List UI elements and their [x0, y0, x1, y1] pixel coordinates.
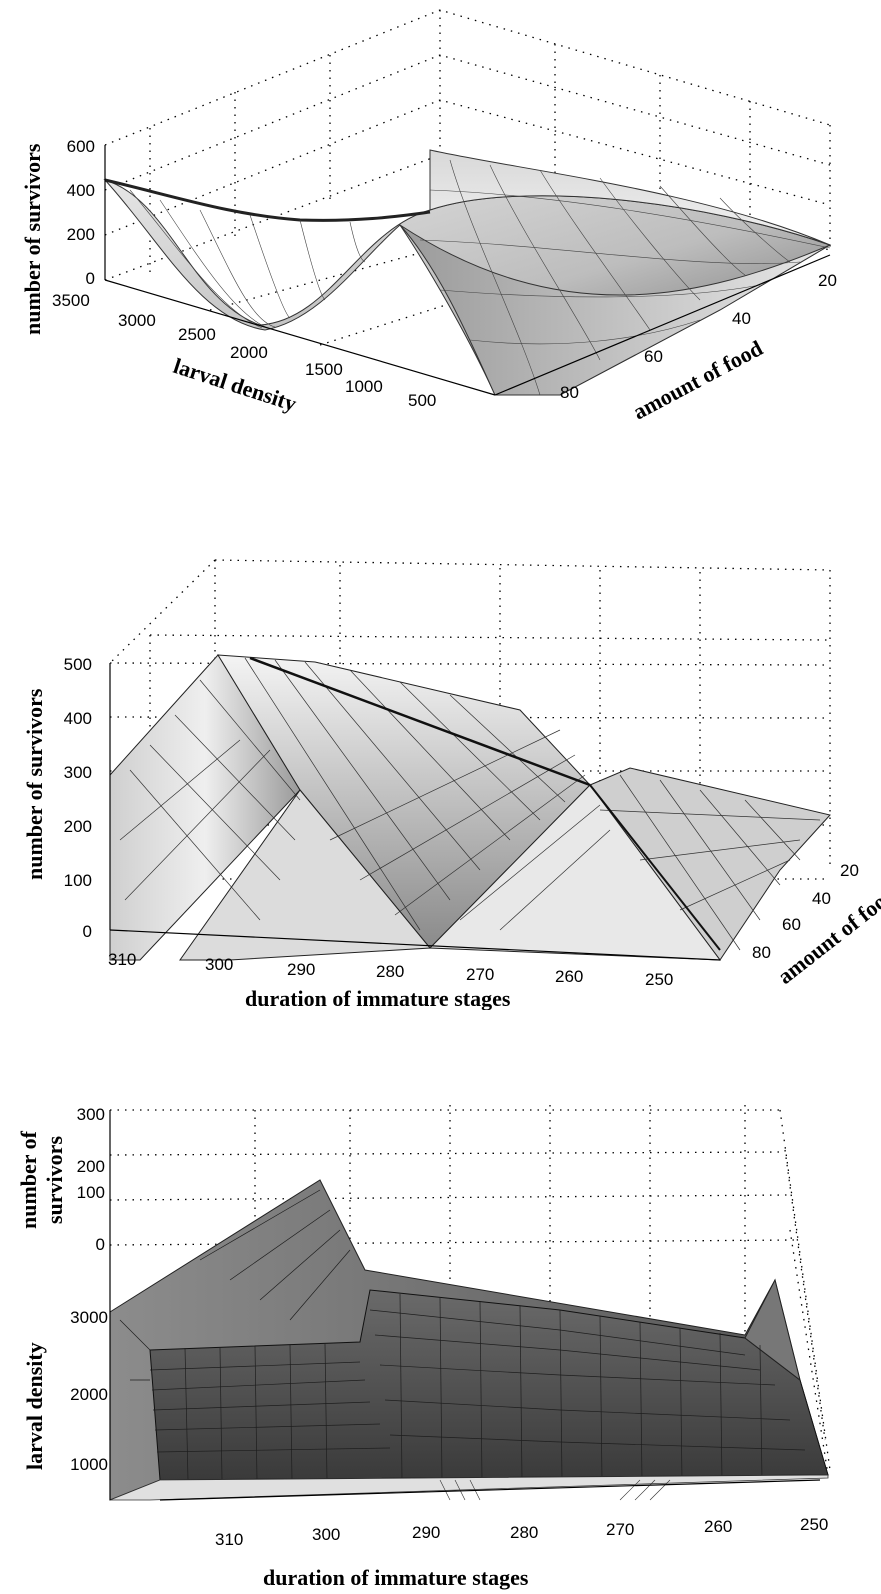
chart-1-axes [104, 145, 831, 396]
chart-2-x-tick: 270 [466, 965, 494, 984]
chart-1-surface [103, 149, 832, 396]
chart-panel-3: 300 200 100 0 3000 2000 1000 310 300 290… [0, 1080, 881, 1594]
chart-1-x-tick: 2500 [178, 325, 216, 344]
chart-3-z-tick: 300 [77, 1105, 105, 1124]
chart-3-x-tick: 300 [312, 1525, 340, 1544]
chart-3-y-tick: 2000 [70, 1385, 108, 1404]
chart-1-z-tick: 600 [67, 137, 95, 156]
chart-1-x-tick: 1500 [305, 360, 343, 379]
chart-1-x-tick: 1000 [345, 377, 383, 396]
svg-text:number of: number of [16, 1130, 41, 1229]
chart-2-x-tick: 290 [287, 960, 315, 979]
chart-1-x-tick: 3000 [118, 311, 156, 330]
chart-3-x-tick: 260 [704, 1517, 732, 1536]
chart-2-x-tick: 310 [108, 950, 136, 969]
chart-3-z-tick: 0 [96, 1235, 105, 1254]
chart-1-svg: 600 400 200 0 3500 3000 2500 2000 1500 1… [20, 9, 837, 424]
chart-1-z-tick: 200 [67, 225, 95, 244]
chart-2-axes [109, 663, 721, 961]
chart-3-x-label: duration of immature stages [263, 1565, 529, 1590]
chart-2-y-tick: 60 [782, 915, 801, 934]
chart-1-y-tick: 40 [732, 309, 751, 328]
chart-2-x-tick: 280 [376, 962, 404, 981]
chart-3-svg: 300 200 100 0 3000 2000 1000 310 300 290… [16, 1105, 831, 1590]
chart-2-z-tick: 100 [64, 871, 92, 890]
chart-1-x-tick: 2000 [230, 343, 268, 362]
chart-3-x-tick: 290 [412, 1523, 440, 1542]
chart-3-z-tick: 200 [77, 1157, 105, 1176]
chart-2-z-tick: 0 [83, 922, 92, 941]
chart-panel-1: 600 400 200 0 3500 3000 2500 2000 1500 1… [0, 0, 881, 440]
chart-3-y-label: larval density [22, 1342, 47, 1470]
chart-2-x-tick: 260 [555, 967, 583, 986]
chart-2-y-tick: 80 [752, 943, 771, 962]
chart-2-z-tick: 500 [64, 655, 92, 674]
chart-2-z-tick: 200 [64, 817, 92, 836]
svg-text:survivors: survivors [42, 1136, 67, 1224]
chart-1-x-tick: 500 [408, 391, 436, 410]
chart-3-x-tick: 310 [215, 1530, 243, 1549]
chart-2-z-tick: 400 [64, 709, 92, 728]
chart-1-x-label: larval density [170, 353, 299, 416]
chart-2-svg: 500 400 300 200 100 0 310 300 290 280 27… [22, 559, 881, 1010]
chart-1-z-label: number of survivors [20, 143, 45, 335]
chart-1-z-tick: 400 [67, 181, 95, 200]
chart-1-y-tick: 20 [818, 271, 837, 290]
chart-3-y-tick: 1000 [70, 1455, 108, 1474]
chart-1-z-tick: 0 [86, 269, 95, 288]
chart-3-grid [109, 1105, 831, 1476]
chart-3-z-tick: 100 [77, 1183, 105, 1202]
chart-1-y-tick: 80 [560, 383, 579, 402]
chart-2-z-tick: 300 [64, 763, 92, 782]
chart-2-x-label: duration of immature stages [245, 986, 511, 1010]
chart-2-x-tick: 300 [205, 955, 233, 974]
chart-2-x-tick: 250 [645, 970, 673, 989]
chart-3-x-tick: 280 [510, 1523, 538, 1542]
chart-3-surface [109, 1179, 829, 1501]
chart-panel-2: 500 400 300 200 100 0 310 300 290 280 27… [0, 540, 881, 1010]
chart-2-z-label: number of survivors [22, 688, 47, 880]
chart-1-y-tick: 60 [644, 347, 663, 366]
chart-3-axes [109, 1110, 821, 1501]
chart-3-z-label: number of survivors [16, 1130, 67, 1229]
chart-3-x-tick: 270 [606, 1520, 634, 1539]
chart-2-y-tick: 20 [840, 861, 859, 880]
chart-3-y-tick: 3000 [70, 1308, 108, 1327]
chart-2-surface [109, 654, 831, 961]
chart-3-x-tick: 250 [800, 1515, 828, 1534]
chart-1-x-tick: 3500 [52, 291, 90, 310]
chart-2-y-tick: 40 [812, 889, 831, 908]
